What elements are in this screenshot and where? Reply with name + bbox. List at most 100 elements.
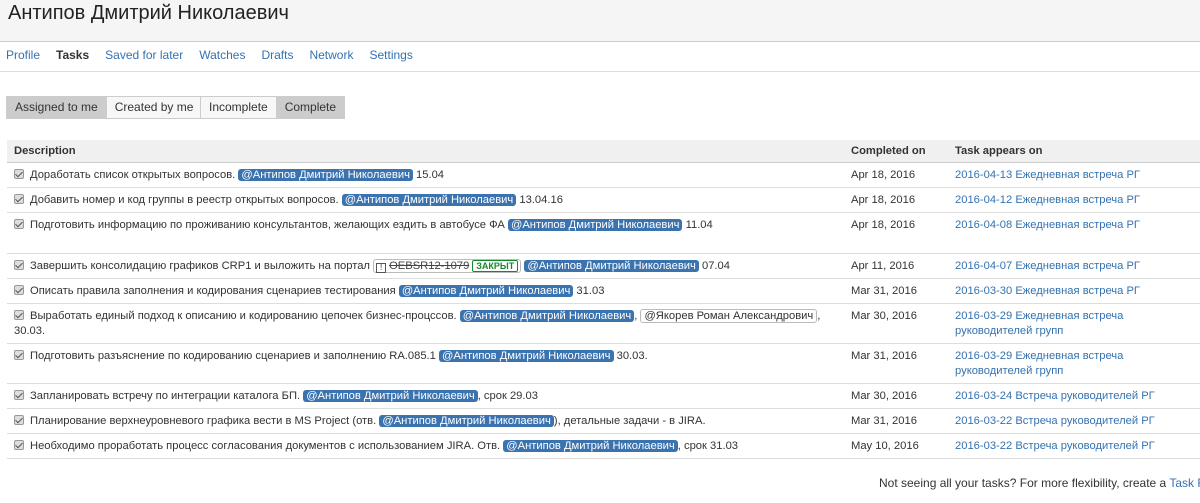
completed-on-cell: Mar 30, 2016 [844, 303, 948, 344]
user-mention[interactable]: @Антипов Дмитрий Николаевич [303, 389, 478, 402]
tab-network[interactable]: Network [309, 48, 354, 62]
tab-settings[interactable]: Settings [369, 48, 413, 62]
task-text: Завершить консолидацию графиков CRP1 и в… [30, 259, 374, 272]
user-mention[interactable]: @Антипов Дмитрий Николаевич [341, 193, 517, 206]
task-report-link[interactable]: Task Repo [1169, 476, 1200, 490]
table-row: Описать правила заполнения и кодирования… [7, 278, 1200, 304]
footer-text: Not seeing all your tasks? For more flex… [879, 476, 1170, 490]
task-page-cell: 2016-03-29 Ежедневная встреча руководите… [948, 303, 1200, 344]
column-header-completed-on[interactable]: Completed on [844, 140, 948, 163]
task-checkbox[interactable] [14, 309, 24, 320]
task-page-link[interactable]: 2016-04-12 Ежедневная встреча РГ [955, 193, 1140, 206]
jira-issue-icon: ! [376, 262, 387, 273]
task-description-cell: Необходимо проработать процесс согласова… [7, 433, 844, 459]
task-text: Доработать список открытых вопросов. [30, 168, 239, 181]
task-page-cell: 2016-03-30 Ежедневная встреча РГ [948, 278, 1200, 304]
task-checkbox[interactable] [14, 218, 24, 229]
task-page-link[interactable]: 2016-03-22 Встреча руководителей РГ [955, 414, 1155, 427]
task-page-link[interactable]: 2016-04-08 Ежедневная встреча РГ [955, 218, 1140, 231]
footer-note: Not seeing all your tasks? For more flex… [879, 476, 1200, 490]
user-mention[interactable]: @Антипов Дмитрий Николаевич [524, 259, 699, 272]
tab-drafts[interactable]: Drafts [261, 48, 294, 62]
assignee-filter-group: Assigned to me Created by me [6, 96, 203, 119]
task-text-suffix: 13.04.16 [516, 193, 563, 206]
task-page-cell: 2016-03-24 Встреча руководителей РГ [948, 383, 1200, 409]
table-row: Добавить номер и код группы в реестр отк… [7, 187, 1200, 213]
tab-profile[interactable]: Profile [6, 48, 41, 62]
task-page-link[interactable]: 2016-03-29 Ежедневная встреча руководите… [955, 349, 1124, 377]
task-description-cell: Доработать список открытых вопросов. @Ан… [7, 162, 844, 188]
tab-tasks[interactable]: Tasks [56, 48, 90, 62]
task-page-link[interactable]: 2016-03-30 Ежедневная встреча РГ [955, 284, 1140, 297]
task-description-cell: Завершить консолидацию графиков CRP1 и в… [7, 253, 844, 279]
table-header-row: Description Completed on Task appears on [7, 140, 1200, 163]
user-mention[interactable]: @Антипов Дмитрий Николаевич [503, 439, 678, 452]
table-row: Необходимо проработать процесс согласова… [7, 433, 1200, 459]
table-row: Выработать единый подход к описанию и ко… [7, 303, 1200, 344]
completed-on-cell: Apr 18, 2016 [844, 212, 948, 254]
task-text-suffix: , 30.03. [14, 309, 821, 337]
completed-on-cell: Mar 31, 2016 [844, 278, 948, 304]
user-mention[interactable]: @Антипов Дмитрий Николаевич [398, 284, 574, 297]
created-by-me-button[interactable]: Created by me [106, 96, 203, 119]
user-mention[interactable]: @Антипов Дмитрий Николаевич [507, 218, 683, 231]
task-description-cell: Подготовить информацию по проживанию кон… [7, 212, 844, 254]
page-header: Антипов Дмитрий Николаевич [0, 0, 1200, 42]
tab-watches[interactable]: Watches [199, 48, 246, 62]
nav-divider [0, 71, 1200, 72]
task-text-mid: , [634, 309, 641, 322]
task-text: Подготовить разъяснение по кодированию с… [30, 349, 439, 362]
incomplete-button[interactable]: Incomplete [200, 96, 277, 119]
task-page-link[interactable]: 2016-03-29 Ежедневная встреча руководите… [955, 309, 1124, 337]
user-mention-other[interactable]: @Якорев Роман Александрович [640, 308, 818, 323]
table-row: Доработать список открытых вопросов. @Ан… [7, 162, 1200, 188]
task-page-link[interactable]: 2016-03-24 Встреча руководителей РГ [955, 389, 1155, 402]
task-checkbox[interactable] [14, 414, 24, 425]
task-text-suffix: 11.04 [682, 218, 713, 231]
table-row: Запланировать встречу по интеграции ката… [7, 383, 1200, 409]
task-page-cell: 2016-03-22 Встреча руководителей РГ [948, 408, 1200, 434]
task-description-cell: Добавить номер и код группы в реестр отк… [7, 187, 844, 213]
task-checkbox[interactable] [14, 389, 24, 400]
completed-on-cell: May 10, 2016 [844, 433, 948, 459]
jira-status-badge: ЗАКРЫТ [472, 259, 519, 272]
table-row: Подготовить разъяснение по кодированию с… [7, 343, 1200, 384]
task-text: Необходимо проработать процесс согласова… [30, 439, 504, 452]
task-text-suffix: 30.03. [613, 349, 648, 362]
user-mention[interactable]: @Антипов Дмитрий Николаевич [439, 349, 614, 362]
completed-on-cell: Mar 31, 2016 [844, 343, 948, 384]
task-description-cell: Запланировать встречу по интеграции ката… [7, 383, 844, 409]
task-page-cell: 2016-04-08 Ежедневная встреча РГ [948, 212, 1200, 254]
column-header-description[interactable]: Description [7, 140, 844, 163]
user-mention[interactable]: @Антипов Дмитрий Николаевич [379, 414, 554, 427]
task-text: Запланировать встречу по интеграции ката… [30, 389, 304, 402]
task-page-cell: 2016-04-07 Ежедневная встреча РГ [948, 253, 1200, 279]
jira-issue-link[interactable]: ! OEBSR12-1079 ЗАКРЫТ [373, 258, 522, 273]
completed-on-cell: Mar 31, 2016 [844, 408, 948, 434]
task-page-cell: 2016-04-13 Ежедневная встреча РГ [948, 162, 1200, 188]
task-page-cell: 2016-03-29 Ежедневная встреча руководите… [948, 343, 1200, 384]
table-row: Планирование верхнеуровневого графика ве… [7, 408, 1200, 434]
task-checkbox[interactable] [14, 259, 24, 270]
assigned-to-me-button[interactable]: Assigned to me [6, 96, 107, 119]
task-checkbox[interactable] [14, 439, 24, 450]
task-text-suffix: 31.03 [573, 284, 605, 297]
task-page-link[interactable]: 2016-04-07 Ежедневная встреча РГ [955, 259, 1140, 272]
tasks-table-body: Доработать список открытых вопросов. @Ан… [7, 162, 1200, 459]
profile-nav: Profile Tasks Saved for later Watches Dr… [6, 48, 429, 66]
tab-saved-for-later[interactable]: Saved for later [105, 48, 184, 62]
user-mention[interactable]: @Антипов Дмитрий Николаевич [238, 168, 413, 181]
task-checkbox[interactable] [14, 193, 24, 204]
page-title: Антипов Дмитрий Николаевич [8, 2, 289, 24]
task-checkbox[interactable] [14, 349, 24, 360]
task-checkbox[interactable] [14, 284, 24, 295]
complete-button[interactable]: Complete [276, 96, 346, 119]
column-header-task-appears-on[interactable]: Task appears on [948, 140, 1200, 163]
task-page-link[interactable]: 2016-03-22 Встреча руководителей РГ [955, 439, 1155, 452]
completed-on-cell: Apr 18, 2016 [844, 187, 948, 213]
task-text-suffix: 07.04 [698, 259, 730, 272]
task-text: Выработать единый подход к описанию и ко… [30, 309, 460, 322]
task-checkbox[interactable] [14, 168, 24, 179]
task-page-link[interactable]: 2016-04-13 Ежедневная встреча РГ [955, 168, 1140, 181]
user-mention[interactable]: @Антипов Дмитрий Николаевич [459, 309, 635, 322]
